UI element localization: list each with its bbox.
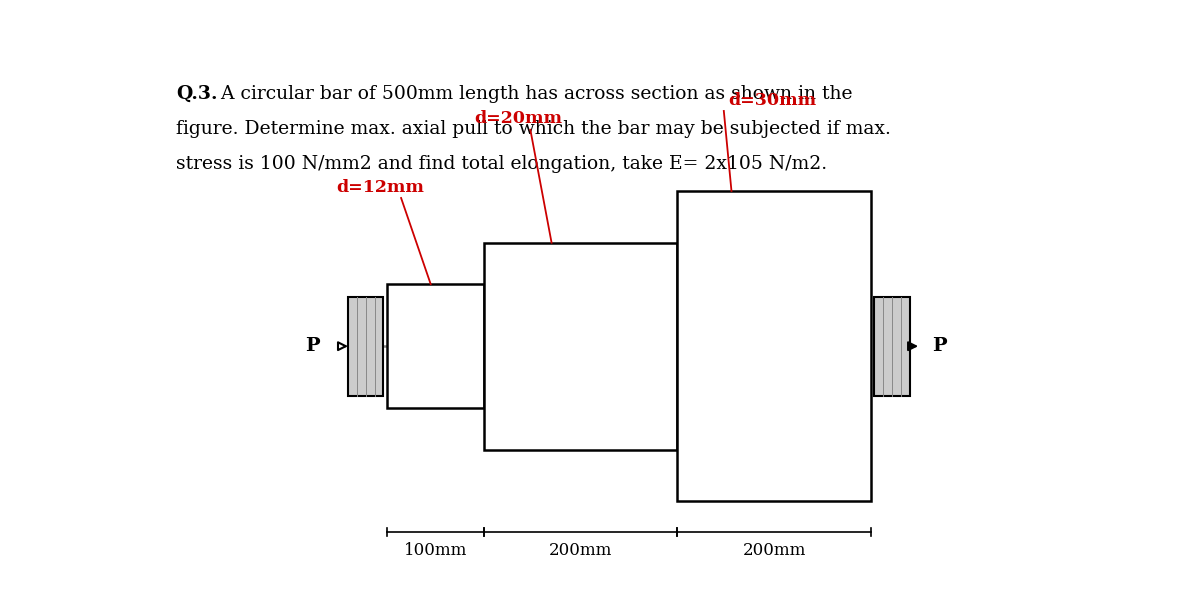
Text: P: P: [932, 337, 947, 355]
Text: 100mm: 100mm: [404, 543, 467, 560]
Text: 200mm: 200mm: [743, 543, 805, 560]
Text: d=12mm: d=12mm: [336, 178, 424, 196]
Text: d=20mm: d=20mm: [474, 111, 563, 128]
Bar: [677, 191, 871, 502]
Text: Q.3.: Q.3.: [176, 85, 217, 103]
Bar: [388, 284, 484, 408]
Text: 200mm: 200mm: [548, 543, 612, 560]
Text: figure. Determine max. axial pull to which the bar may be subjected if max.: figure. Determine max. axial pull to whi…: [176, 120, 890, 138]
Text: A circular bar of 500mm length has across section as shown in the: A circular bar of 500mm length has acros…: [215, 85, 852, 103]
Bar: [875, 296, 910, 396]
Bar: [348, 296, 384, 396]
Text: stress is 100 N/mm2 and find total elongation, take E= 2x105 N/m2.: stress is 100 N/mm2 and find total elong…: [176, 155, 827, 173]
Text: d=30mm: d=30mm: [728, 92, 816, 109]
Text: P: P: [306, 337, 320, 355]
Bar: [484, 243, 677, 450]
